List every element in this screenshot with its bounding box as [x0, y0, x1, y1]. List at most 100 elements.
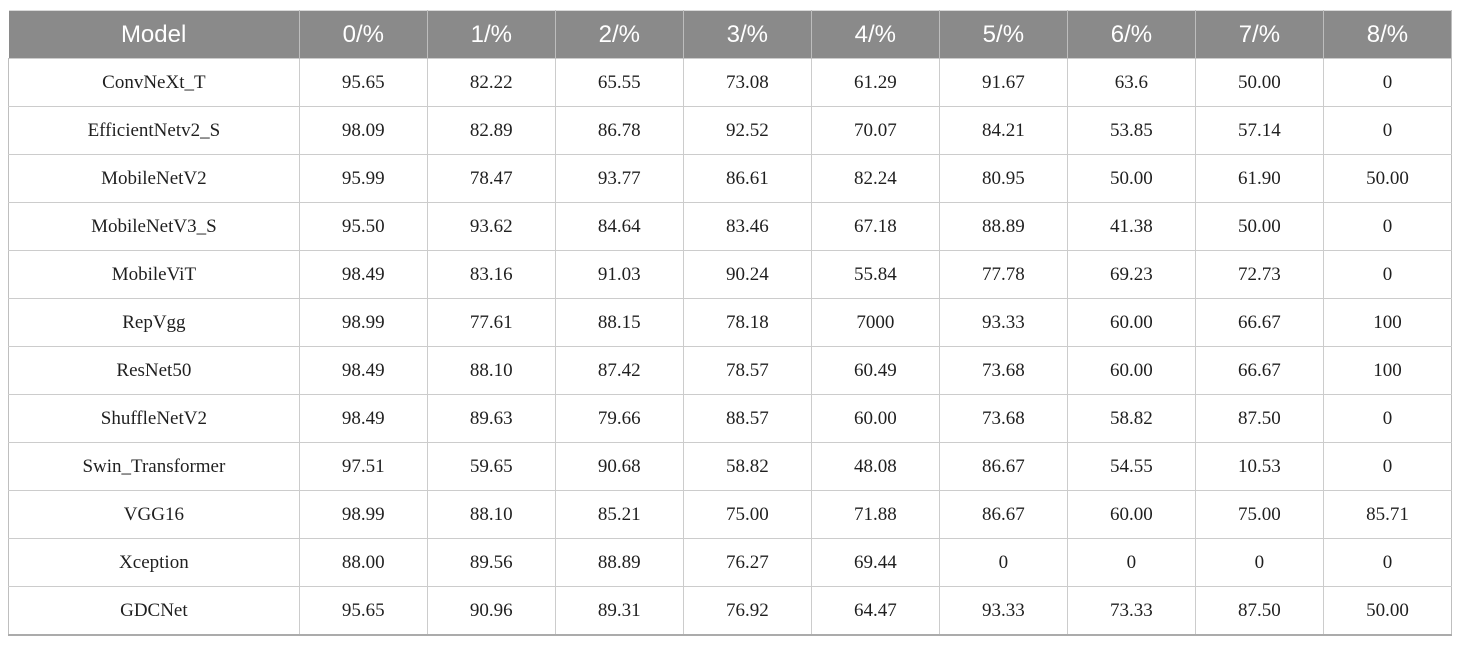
value-cell: 65.55: [554, 58, 684, 107]
table-row: GDCNet 95.65 90.96 89.31 76.92 64.47 93.33 73.3…: [8, 586, 1453, 636]
value-cell: 86.61: [682, 154, 812, 203]
value-cell: 89.31: [554, 586, 684, 636]
value-cell: 93.33: [938, 298, 1068, 347]
value-cell: 48.08: [810, 442, 940, 491]
value-cell: 85.71: [1322, 490, 1453, 539]
value-cell: 88.00: [298, 538, 428, 587]
value-cell: 87.50: [1194, 394, 1324, 443]
value-cell: 0: [1322, 202, 1453, 251]
table-row: VGG16 98.99 88.10 85.21 75.00 71.88 86.67 60.00…: [8, 490, 1453, 539]
value-cell: 60.00: [810, 394, 940, 443]
value-cell: 60.00: [1066, 298, 1196, 347]
model-cell: Swin_Transformer: [8, 442, 300, 491]
value-cell: 95.65: [298, 58, 428, 107]
table-row: Xception 88.00 89.56 88.89 76.27 69.44 0 0 0 0: [8, 538, 1453, 587]
value-cell: 66.67: [1194, 298, 1324, 347]
value-cell: 0: [1322, 250, 1453, 299]
value-cell: 82.89: [426, 106, 556, 155]
value-cell: 60.00: [1066, 490, 1196, 539]
table-row: MobileNetV2 95.99 78.47 93.77 86.61 82.24 80.9…: [8, 154, 1453, 203]
value-cell: 10.53: [1194, 442, 1324, 491]
table-header: Model 0/% 1/% 2/% 3/% 4/% 5/% 6/% 7/% 8/%: [8, 10, 1453, 59]
value-cell: 89.63: [426, 394, 556, 443]
value-cell: 91.03: [554, 250, 684, 299]
value-cell: 93.62: [426, 202, 556, 251]
value-cell: 76.27: [682, 538, 812, 587]
value-cell: 50.00: [1322, 154, 1453, 203]
value-cell: 73.08: [682, 58, 812, 107]
value-cell: 86.67: [938, 442, 1068, 491]
value-cell: 86.67: [938, 490, 1068, 539]
value-cell: 60.00: [1066, 346, 1196, 395]
value-cell: 95.99: [298, 154, 428, 203]
value-cell: 100: [1322, 346, 1453, 395]
header-cell-4pct: 4/%: [811, 10, 940, 59]
value-cell: 90.24: [682, 250, 812, 299]
value-cell: 85.21: [554, 490, 684, 539]
value-cell: 89.56: [426, 538, 556, 587]
value-cell: 88.15: [554, 298, 684, 347]
value-cell: 41.38: [1066, 202, 1196, 251]
value-cell: 86.78: [554, 106, 684, 155]
value-cell: 72.73: [1194, 250, 1324, 299]
value-cell: 0: [1322, 106, 1453, 155]
value-cell: 78.18: [682, 298, 812, 347]
value-cell: 78.47: [426, 154, 556, 203]
value-cell: 7000: [810, 298, 940, 347]
value-cell: 77.78: [938, 250, 1068, 299]
header-cell-5pct: 5/%: [939, 10, 1068, 59]
value-cell: 93.33: [938, 586, 1068, 636]
table-row: MobileNetV3_S 95.50 93.62 84.64 83.46 67.18 88…: [8, 202, 1453, 251]
value-cell: 0: [1322, 538, 1453, 587]
value-cell: 93.77: [554, 154, 684, 203]
value-cell: 73.68: [938, 394, 1068, 443]
value-cell: 50.00: [1194, 202, 1324, 251]
value-cell: 88.89: [938, 202, 1068, 251]
value-cell: 98.09: [298, 106, 428, 155]
value-cell: 84.64: [554, 202, 684, 251]
value-cell: 73.33: [1066, 586, 1196, 636]
value-cell: 82.22: [426, 58, 556, 107]
model-cell: ShuffleNetV2: [8, 394, 300, 443]
value-cell: 100: [1322, 298, 1453, 347]
value-cell: 76.92: [682, 586, 812, 636]
value-cell: 78.57: [682, 346, 812, 395]
model-cell: ResNet50: [8, 346, 300, 395]
value-cell: 84.21: [938, 106, 1068, 155]
value-cell: 90.68: [554, 442, 684, 491]
value-cell: 64.47: [810, 586, 940, 636]
value-cell: 69.44: [810, 538, 940, 587]
value-cell: 83.46: [682, 202, 812, 251]
table-row: MobileViT 98.49 83.16 91.03 90.24 55.84 77.78 6…: [8, 250, 1453, 299]
value-cell: 98.99: [298, 298, 428, 347]
value-cell: 53.85: [1066, 106, 1196, 155]
header-cell-model: Model: [8, 10, 300, 59]
value-cell: 95.50: [298, 202, 428, 251]
model-cell: GDCNet: [8, 586, 300, 636]
model-cell: VGG16: [8, 490, 300, 539]
value-cell: 79.66: [554, 394, 684, 443]
value-cell: 91.67: [938, 58, 1068, 107]
header-cell-2pct: 2/%: [555, 10, 684, 59]
header-cell-6pct: 6/%: [1067, 10, 1196, 59]
value-cell: 67.18: [810, 202, 940, 251]
value-cell: 98.49: [298, 346, 428, 395]
value-cell: 0: [1194, 538, 1324, 587]
model-cell: MobileViT: [8, 250, 300, 299]
value-cell: 75.00: [682, 490, 812, 539]
value-cell: 82.24: [810, 154, 940, 203]
table-body: ConvNeXt_T 95.65 82.22 65.55 73.08 61.29 91.67…: [8, 58, 1453, 636]
value-cell: 87.50: [1194, 586, 1324, 636]
value-cell: 98.99: [298, 490, 428, 539]
value-cell: 70.07: [810, 106, 940, 155]
value-cell: 92.52: [682, 106, 812, 155]
value-cell: 54.55: [1066, 442, 1196, 491]
value-cell: 0: [938, 538, 1068, 587]
table-row: ResNet50 98.49 88.10 87.42 78.57 60.49 73.68 60…: [8, 346, 1453, 395]
value-cell: 98.49: [298, 394, 428, 443]
header-cell-7pct: 7/%: [1195, 10, 1324, 59]
value-cell: 87.42: [554, 346, 684, 395]
header-cell-0pct: 0/%: [299, 10, 428, 59]
value-cell: 63.6: [1066, 58, 1196, 107]
